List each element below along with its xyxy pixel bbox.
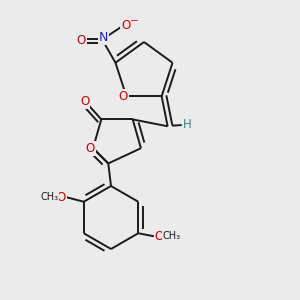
- Text: O: O: [121, 19, 130, 32]
- Text: CH₃: CH₃: [162, 231, 180, 241]
- Text: O: O: [85, 142, 95, 155]
- Text: O: O: [76, 34, 86, 47]
- Text: O: O: [119, 90, 128, 103]
- Text: O: O: [57, 191, 66, 204]
- Text: H: H: [183, 118, 191, 131]
- Text: O: O: [155, 230, 164, 243]
- Text: −: −: [130, 16, 139, 26]
- Text: N: N: [99, 31, 108, 44]
- Text: CH₃: CH₃: [40, 192, 58, 202]
- Text: O: O: [80, 95, 89, 108]
